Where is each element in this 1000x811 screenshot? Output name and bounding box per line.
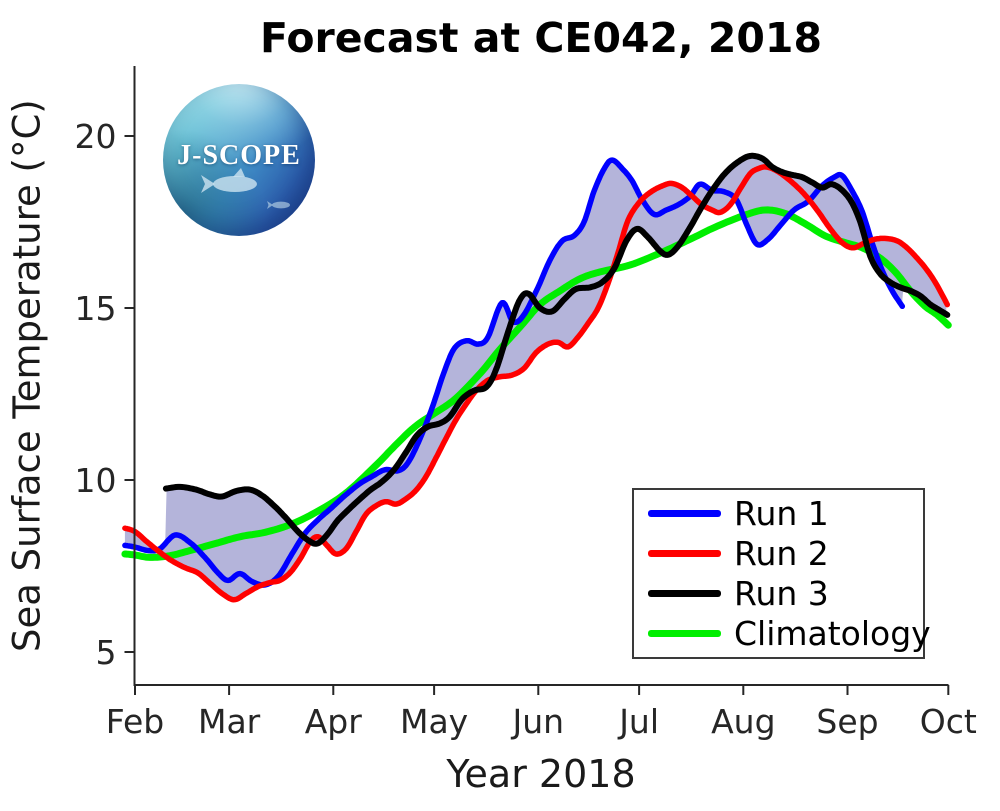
x-tick-label-feb: Feb — [106, 702, 164, 741]
chart-title: Forecast at CE042, 2018 — [134, 14, 948, 62]
legend-item-run1: Run 1 — [634, 497, 923, 530]
x-tick-label-may: May — [400, 702, 468, 741]
x-tick-label-jun: Jun — [511, 702, 565, 741]
figure: Feb Mar Apr May Jun Jul Aug Sep Oct 5 10 15 20 Forec… — [0, 0, 1000, 811]
legend-item-run2: Run 2 — [634, 537, 923, 570]
legend-label-climatology: Climatology — [734, 617, 931, 650]
legend: Run 1 Run 2 Run 3 Climatology — [632, 488, 925, 659]
x-tick-label-mar: Mar — [198, 702, 261, 741]
run3-line-swatch — [648, 590, 721, 597]
x-tick-label-apr: Apr — [305, 702, 363, 741]
run2-line-swatch — [648, 550, 721, 557]
y-tick-label-20: 20 — [75, 117, 117, 156]
x-axis-label: Year 2018 — [134, 752, 948, 796]
climatology-line-swatch — [648, 630, 721, 637]
x-tick-label-jul: Jul — [617, 702, 659, 741]
legend-item-run3: Run 3 — [634, 577, 923, 610]
chart-canvas: Feb Mar Apr May Jun Jul Aug Sep Oct 5 10 15 20 — [0, 0, 1000, 811]
legend-item-climatology: Climatology — [634, 617, 923, 650]
y-tick-label-15: 15 — [75, 289, 117, 328]
y-tick-label-10: 10 — [75, 461, 117, 500]
j-scope-logo: J-SCOPE — [163, 84, 315, 236]
run1-line-swatch — [648, 510, 721, 517]
y-axis-label: Sea Surface Temperature (°C) — [0, 66, 54, 686]
logo-text: J-SCOPE — [163, 140, 315, 172]
x-tick-label-oct: Oct — [920, 702, 977, 741]
legend-label-run3: Run 3 — [734, 577, 829, 610]
x-tick-label-sep: Sep — [816, 702, 878, 741]
legend-label-run2: Run 2 — [734, 537, 829, 570]
legend-label-run1: Run 1 — [734, 497, 829, 530]
x-tick-label-aug: Aug — [711, 702, 775, 741]
y-tick-label-5: 5 — [96, 633, 117, 672]
